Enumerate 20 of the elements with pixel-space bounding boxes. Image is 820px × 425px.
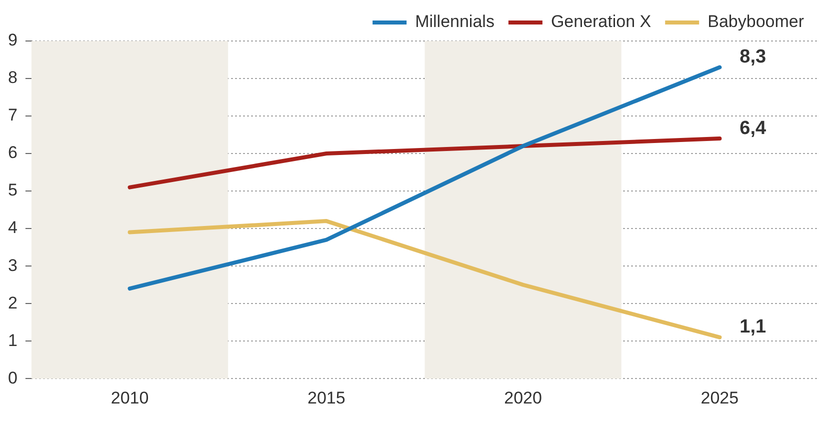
y-tick-label: 6 [8,143,18,162]
x-tick-label: 2015 [307,388,346,408]
data-label: 1,1 [740,316,767,338]
legend-label: Millennials [415,12,494,32]
y-tick-label: 2 [8,293,18,312]
legend-label: Generation X [550,12,652,32]
x-tick-label: 2025 [700,388,739,408]
y-tick-label: 8 [8,68,18,88]
y-tick-label: 4 [8,218,18,238]
data-label: 8,3 [740,46,766,68]
y-tick-label: 3 [8,256,18,275]
y-tick-label: 1 [8,330,18,350]
y-tick-label: 9 [8,30,18,50]
legend-label: Babyboomer [708,12,804,32]
x-tick-label: 2010 [110,388,149,408]
y-tick-label: 7 [8,106,18,125]
x-tick-label: 2020 [504,388,542,408]
y-tick-label: 0 [8,368,18,388]
data-label: 6,4 [740,118,767,139]
y-tick-label: 5 [8,180,18,200]
